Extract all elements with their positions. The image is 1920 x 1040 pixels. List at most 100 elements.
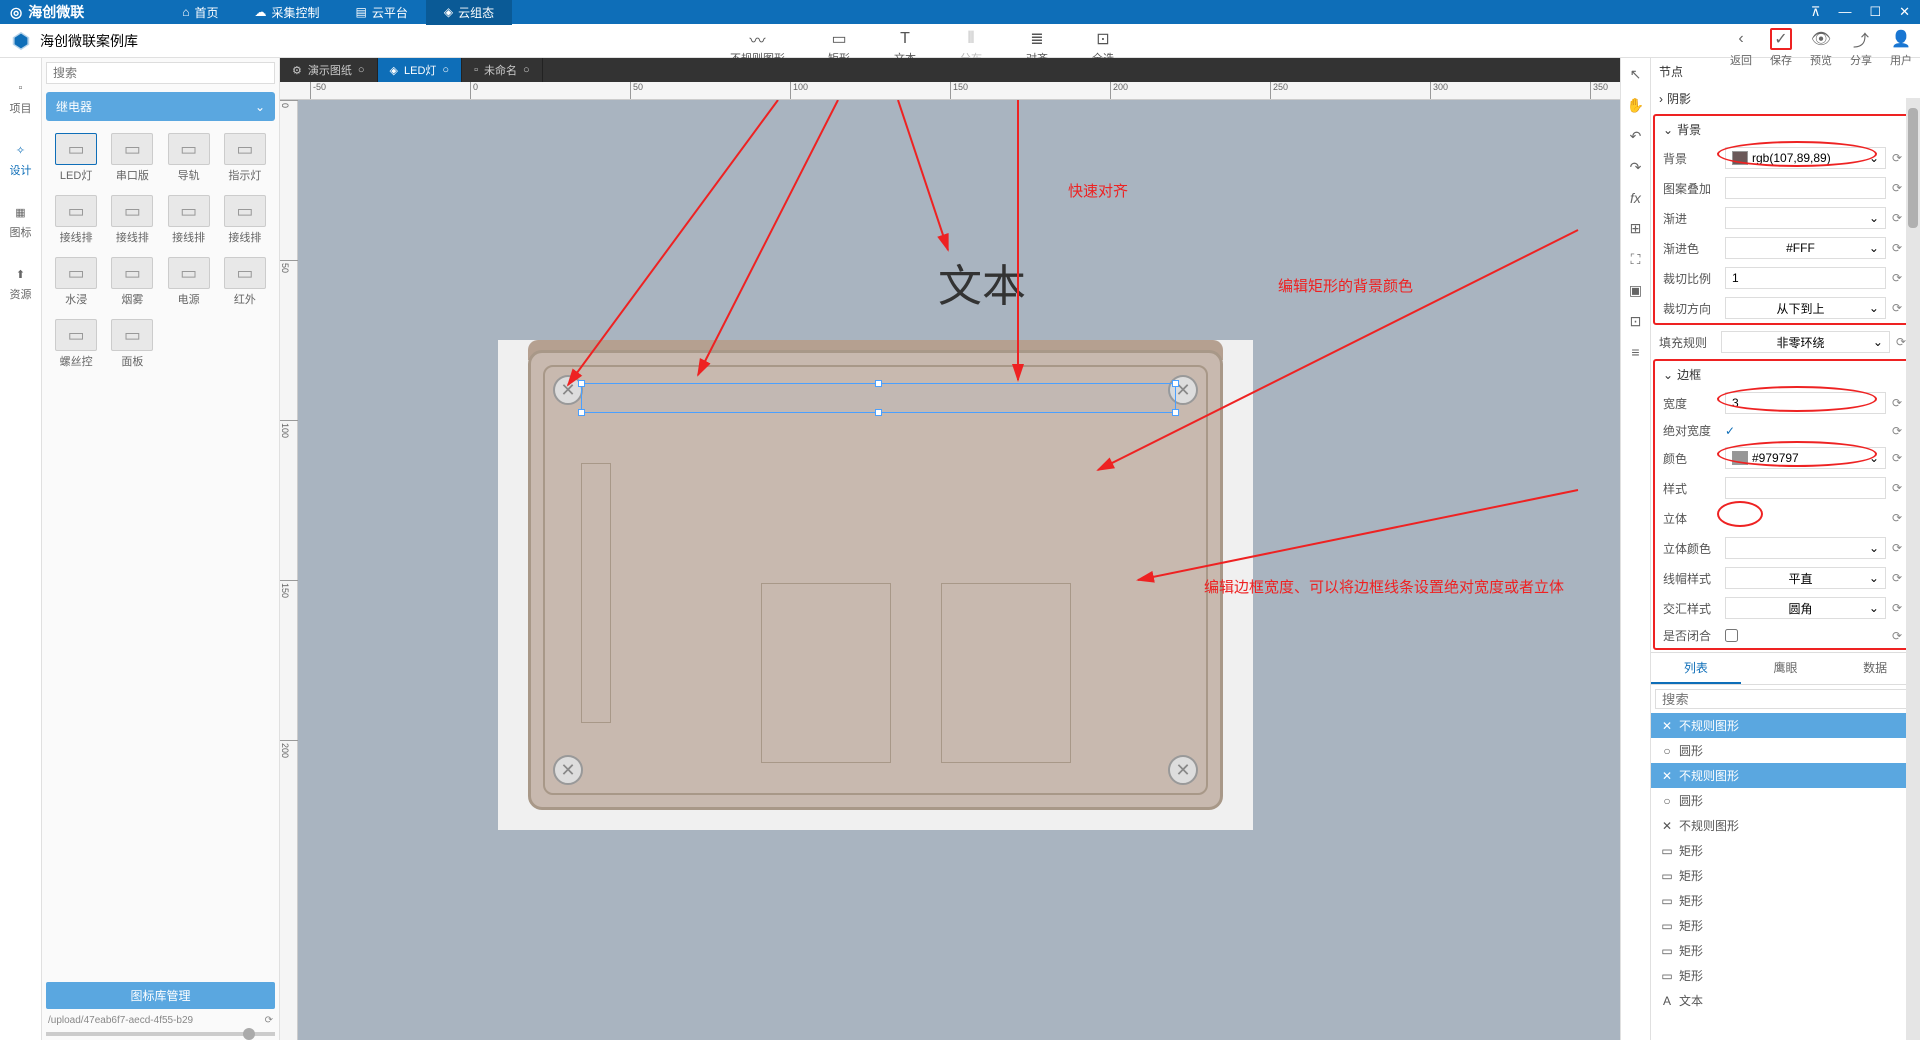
topright-2[interactable]: 👁预览 bbox=[1810, 28, 1832, 68]
annotation-3: 编辑边框宽度、可以将边框线条设置绝对宽度或者立体 bbox=[1204, 576, 1564, 597]
maximize-icon[interactable]: ☐ bbox=[1869, 4, 1881, 20]
layer-2[interactable]: ✕不规则图形 bbox=[1651, 763, 1920, 788]
gradient-color-input[interactable]: #FFF⌄ bbox=[1725, 237, 1886, 259]
text-element[interactable]: 文本 bbox=[938, 250, 1026, 314]
nav-2[interactable]: ▤云平台 bbox=[338, 0, 426, 25]
category-header[interactable]: 继电器 ⌄ bbox=[46, 92, 275, 121]
hand-tool-icon[interactable]: ✋ bbox=[1627, 97, 1644, 114]
titlebar: ◎ 海创微联 ⌂首页☁采集控制▤云平台◈云组态 ⊼ — ☐ ✕ bbox=[0, 0, 1920, 24]
cap-input[interactable]: 平直⌄ bbox=[1725, 567, 1886, 589]
lib-item-5[interactable]: ▭接线排 bbox=[106, 191, 158, 249]
chevron-down-icon: ⌄ bbox=[255, 100, 265, 114]
nav-1[interactable]: ☁采集控制 bbox=[236, 0, 337, 25]
device-shape[interactable]: ✕✕ ✕✕ bbox=[528, 350, 1223, 810]
bg-section-toggle[interactable]: ⌄背景 bbox=[1655, 116, 1916, 143]
lib-item-1[interactable]: ▭串口版 bbox=[106, 129, 158, 187]
expand-icon[interactable]: ⛶ bbox=[1631, 251, 1641, 268]
gradient-input[interactable]: ⌄ bbox=[1725, 207, 1886, 229]
topright-4[interactable]: 👤用户 bbox=[1890, 28, 1912, 68]
layer-6[interactable]: ▭矩形 bbox=[1651, 863, 1920, 888]
left-sidebar: ▫项目 ✧设计 ▦图标 ⬆资源 bbox=[0, 58, 42, 1040]
layer-10[interactable]: ▭矩形 bbox=[1651, 963, 1920, 988]
fill-rule-input[interactable]: 非零环绕⌄ bbox=[1721, 331, 1890, 353]
rp-tab-1[interactable]: 鹰眼 bbox=[1741, 653, 1831, 684]
bg-color-input[interactable]: rgb(107,89,89)⌄ bbox=[1725, 147, 1886, 169]
leftbar-1[interactable]: ✧设计 bbox=[10, 140, 32, 178]
lib-item-3[interactable]: ▭指示灯 bbox=[219, 129, 271, 187]
lib-item-8[interactable]: ▭水浸 bbox=[50, 253, 102, 311]
lib-item-4[interactable]: ▭接线排 bbox=[50, 191, 102, 249]
lib-item-2[interactable]: ▭导轨 bbox=[163, 129, 215, 187]
nav-3[interactable]: ◈云组态 bbox=[426, 0, 512, 25]
join-input[interactable]: 圆角⌄ bbox=[1725, 597, 1886, 619]
tab-close-icon[interactable]: ○ bbox=[358, 64, 365, 76]
shadow-section-toggle[interactable]: ›阴影 bbox=[1651, 85, 1920, 112]
layer-7[interactable]: ▭矩形 bbox=[1651, 888, 1920, 913]
panel-scrollbar[interactable] bbox=[1906, 98, 1920, 1040]
tab-2[interactable]: ▫未命名○ bbox=[462, 58, 543, 82]
minimize-icon[interactable]: — bbox=[1838, 4, 1851, 20]
layer-8[interactable]: ▭矩形 bbox=[1651, 913, 1920, 938]
lib-item-13[interactable]: ▭面板 bbox=[106, 315, 158, 373]
tab-close-icon[interactable]: ○ bbox=[442, 64, 449, 76]
rp-tab-0[interactable]: 列表 bbox=[1651, 653, 1741, 684]
topright-0[interactable]: ‹返回 bbox=[1730, 28, 1752, 68]
icon-lib-manage-button[interactable]: 图标库管理 bbox=[46, 982, 275, 1009]
layer-3[interactable]: ○圆形 bbox=[1651, 788, 1920, 813]
leftbar-0[interactable]: ▫项目 bbox=[10, 78, 32, 116]
leftbar-2[interactable]: ▦图标 bbox=[10, 202, 32, 240]
selection-box[interactable] bbox=[581, 383, 1176, 413]
fx-icon[interactable]: fx bbox=[1630, 190, 1641, 206]
lib-item-0[interactable]: ▭LED灯 bbox=[50, 129, 102, 187]
tab-1[interactable]: ◈LED灯○ bbox=[378, 58, 463, 82]
lib-item-12[interactable]: ▭螺丝控 bbox=[50, 315, 102, 373]
close-icon[interactable]: ✕ bbox=[1899, 4, 1910, 20]
canvas[interactable]: 文本 ✕✕ ✕✕ bbox=[298, 100, 1620, 1040]
lib-item-6[interactable]: ▭接线排 bbox=[163, 191, 215, 249]
canvas-area: ⚙演示图纸○◈LED灯○▫未命名○ -500501001502002503003… bbox=[280, 58, 1620, 1040]
lib-item-10[interactable]: ▭电源 bbox=[163, 253, 215, 311]
tab-0[interactable]: ⚙演示图纸○ bbox=[280, 58, 378, 82]
topright-3[interactable]: ⤴分享 bbox=[1850, 28, 1872, 68]
logo-icon: ◎ bbox=[10, 4, 22, 21]
library-search-input[interactable] bbox=[46, 62, 275, 84]
redo-icon[interactable]: ↷ bbox=[1630, 159, 1642, 176]
upload-path: /upload/47eab6f7-aecd-4f55-b29⟳ bbox=[42, 1013, 279, 1028]
zoom-icon[interactable]: ⊡ bbox=[1630, 313, 1642, 330]
topright-1[interactable]: ✓保存 bbox=[1770, 28, 1792, 68]
crop-dir-input[interactable]: 从下到上⌄ bbox=[1725, 297, 1886, 319]
lib-item-9[interactable]: ▭烟雾 bbox=[106, 253, 158, 311]
cursor-tool-icon[interactable]: ↖ bbox=[1630, 66, 1642, 83]
fit-icon[interactable]: ▣ bbox=[1629, 282, 1642, 299]
layer-0[interactable]: ✕不规则图形 bbox=[1651, 713, 1920, 738]
leftbar-3[interactable]: ⬆资源 bbox=[10, 264, 32, 302]
lib-item-11[interactable]: ▭红外 bbox=[219, 253, 271, 311]
grid-icon[interactable]: ⊞ bbox=[1630, 220, 1642, 237]
border-3d-input[interactable] bbox=[1725, 507, 1886, 529]
nav-icon: ◈ bbox=[444, 5, 453, 19]
lines-icon[interactable]: ≡ bbox=[1631, 344, 1639, 360]
layer-4[interactable]: ✕不规则图形 bbox=[1651, 813, 1920, 838]
undo-icon[interactable]: ↶ bbox=[1630, 128, 1642, 145]
border-section-toggle[interactable]: ⌄边框 bbox=[1655, 361, 1916, 388]
layer-9[interactable]: ▭矩形 bbox=[1651, 938, 1920, 963]
window-controls: ⊼ — ☐ ✕ bbox=[1811, 4, 1910, 20]
border-width-input[interactable]: 3 bbox=[1725, 392, 1886, 414]
pin-icon[interactable]: ⊼ bbox=[1811, 4, 1821, 20]
3d-color-input[interactable]: ⌄ bbox=[1725, 537, 1886, 559]
layer-5[interactable]: ▭矩形 bbox=[1651, 838, 1920, 863]
zoom-slider[interactable] bbox=[46, 1032, 275, 1036]
nav-0[interactable]: ⌂首页 bbox=[164, 0, 236, 25]
pattern-input[interactable] bbox=[1725, 177, 1886, 199]
tab-close-icon[interactable]: ○ bbox=[523, 64, 530, 76]
border-color-input[interactable]: #979797⌄ bbox=[1725, 447, 1886, 469]
border-style-input[interactable] bbox=[1725, 477, 1886, 499]
closed-checkbox[interactable] bbox=[1725, 629, 1738, 642]
layer-search-input[interactable] bbox=[1655, 689, 1916, 709]
layer-11[interactable]: A文本 bbox=[1651, 988, 1920, 1013]
layer-1[interactable]: ○圆形 bbox=[1651, 738, 1920, 763]
crop-ratio-input[interactable]: 1 bbox=[1725, 267, 1886, 289]
lib-item-7[interactable]: ▭接线排 bbox=[219, 191, 271, 249]
abs-width-check[interactable]: ✓ bbox=[1725, 424, 1735, 438]
app-logo bbox=[10, 30, 32, 52]
